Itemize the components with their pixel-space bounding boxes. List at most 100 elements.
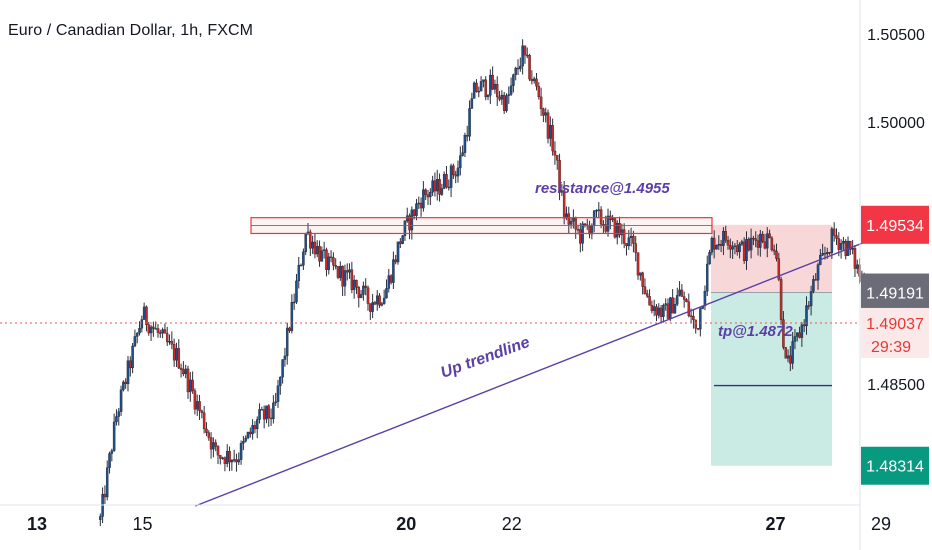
candle-258 xyxy=(694,319,697,334)
candle-89 xyxy=(304,232,307,256)
candle-86 xyxy=(297,256,301,289)
candle-body xyxy=(285,327,289,357)
candle-body xyxy=(553,150,557,156)
candle-body xyxy=(212,442,215,450)
candle-2 xyxy=(103,485,107,504)
candle-154 xyxy=(454,170,457,184)
candle-0 xyxy=(99,513,102,527)
candle-103 xyxy=(336,265,340,280)
candle-306 xyxy=(805,296,808,335)
candle-75 xyxy=(272,395,275,424)
candle-body xyxy=(126,360,130,385)
candle-126 xyxy=(389,274,393,285)
candle-body xyxy=(789,355,792,364)
candle-10 xyxy=(122,380,125,392)
price-axis[interactable]: 1.505001.500001.485001.480001.495341.491… xyxy=(861,27,929,485)
candle-body xyxy=(544,112,547,116)
candle-body xyxy=(304,233,307,253)
candle-body xyxy=(736,245,739,253)
candle-125 xyxy=(387,268,391,293)
time-tick-0: 13 xyxy=(27,514,47,534)
candle-body xyxy=(359,294,363,298)
candle-body xyxy=(135,332,139,337)
candle-162 xyxy=(472,81,476,99)
candle-231 xyxy=(632,230,635,253)
time-axis[interactable]: 13 15 20 22 27 29 xyxy=(27,514,891,534)
candle-105 xyxy=(341,265,344,296)
candle-body xyxy=(152,326,155,329)
candle-37 xyxy=(184,364,187,379)
candle-35 xyxy=(179,363,183,378)
candle-body xyxy=(832,228,836,236)
candle-88 xyxy=(302,248,305,270)
candle-body xyxy=(355,279,358,288)
candle-body xyxy=(235,459,238,463)
candle-body xyxy=(742,241,746,262)
candle-body xyxy=(835,235,838,239)
candle-239 xyxy=(650,300,654,314)
candle-body xyxy=(752,237,755,240)
time-tick-3: 22 xyxy=(502,514,522,534)
candle-28 xyxy=(163,323,167,334)
position-zones xyxy=(711,224,832,466)
candle-158 xyxy=(463,132,467,158)
candle-25 xyxy=(156,324,160,338)
candle-9 xyxy=(119,385,123,416)
candle-body xyxy=(122,381,125,390)
candle-body xyxy=(189,379,192,393)
candle-236 xyxy=(643,278,647,295)
candle-body xyxy=(569,221,573,225)
candle-body xyxy=(276,385,280,402)
candle-body xyxy=(722,230,725,246)
candle-74 xyxy=(269,408,273,426)
candle-body xyxy=(269,417,273,420)
candle-body xyxy=(364,285,367,288)
current-price-badge-bg xyxy=(861,307,929,358)
candle-body xyxy=(105,467,109,498)
resistance-label: resistance@1.4955 xyxy=(535,180,670,197)
candle-215 xyxy=(595,209,598,217)
candle-body xyxy=(297,264,301,282)
candle-body xyxy=(431,180,434,193)
candle-311 xyxy=(816,262,820,290)
candle-body xyxy=(198,401,201,412)
candle-body xyxy=(599,209,603,225)
candle-112 xyxy=(357,285,361,308)
candle-body xyxy=(567,213,571,225)
candle-196 xyxy=(551,118,554,156)
candle-55 xyxy=(225,444,229,468)
candle-body xyxy=(200,410,204,413)
candle-body xyxy=(551,125,554,152)
candle-171 xyxy=(493,79,497,94)
candle-290 xyxy=(768,229,771,239)
candle-272 xyxy=(726,235,730,250)
candle-297 xyxy=(784,347,787,359)
candle-body xyxy=(706,263,709,292)
candle-body xyxy=(193,390,197,410)
candle-body xyxy=(311,241,314,249)
candle-body xyxy=(830,228,834,253)
candle-body xyxy=(223,457,227,464)
candle-body xyxy=(657,307,661,316)
candle-body xyxy=(320,250,324,262)
candle-body xyxy=(424,189,427,195)
candle-145 xyxy=(433,172,437,197)
candle-body xyxy=(498,96,501,100)
candle-263 xyxy=(706,255,709,297)
candle-body xyxy=(784,347,787,359)
candle-body xyxy=(761,233,764,242)
candle-body xyxy=(232,459,236,461)
candle-45 xyxy=(202,406,206,434)
candle-147 xyxy=(438,173,441,202)
candle-body xyxy=(666,303,670,319)
candle-body xyxy=(133,336,137,347)
candle-274 xyxy=(731,241,734,259)
candle-body xyxy=(362,285,365,295)
candle-227 xyxy=(622,223,626,249)
candle-324 xyxy=(846,236,850,257)
candle-body xyxy=(798,332,801,338)
candle-54 xyxy=(223,456,227,472)
candle-body xyxy=(756,240,760,248)
price-tick-2: 1.48500 xyxy=(867,377,925,394)
